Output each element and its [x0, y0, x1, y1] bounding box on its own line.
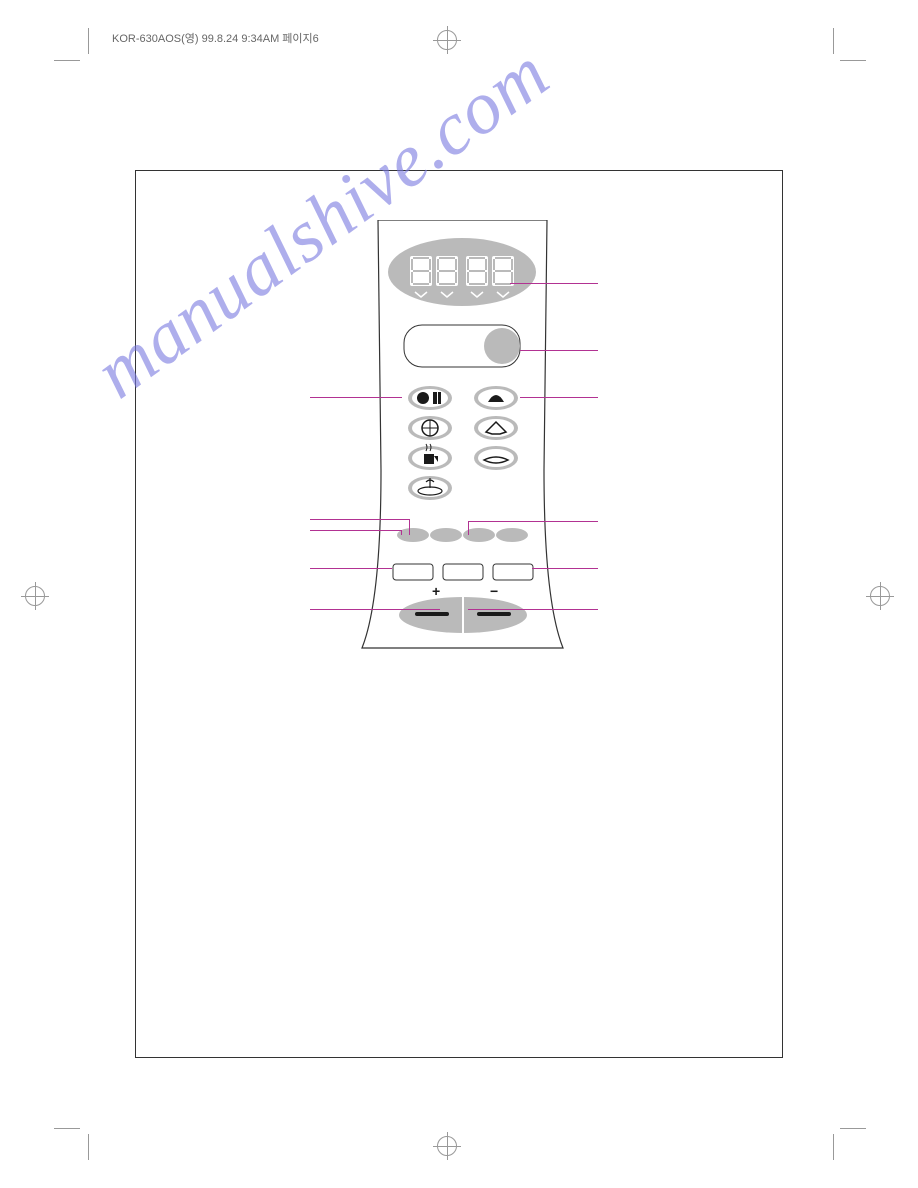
callout-line: [510, 283, 598, 284]
control-panel-diagram: + −: [360, 220, 565, 650]
power-level-buttons: [397, 528, 528, 542]
minus-label: −: [490, 583, 498, 599]
crop-mark: [833, 1134, 834, 1160]
crop-mark: [54, 1128, 80, 1129]
page-header-text: KOR-630AOS(영) 99.8.24 9:34AM 페이지6: [112, 30, 319, 46]
callout-line: [310, 530, 402, 531]
callout-line: [310, 519, 410, 520]
callout-line: [409, 519, 410, 535]
callout-line: [310, 609, 440, 610]
crop-mark: [88, 28, 89, 54]
preset-buttons: [408, 386, 518, 500]
panel-svg: + −: [360, 220, 565, 650]
callout-line: [401, 530, 402, 535]
callout-line: [468, 521, 598, 522]
callout-line: [468, 521, 469, 535]
function-buttons: [393, 564, 533, 580]
dial-icon: [484, 328, 520, 364]
callout-line: [310, 568, 392, 569]
crop-mark: [833, 28, 834, 54]
crop-mark: [840, 60, 866, 61]
registration-mark: [447, 1132, 448, 1160]
callout-line: [310, 397, 402, 398]
crop-mark: [54, 60, 80, 61]
callout-line: [520, 350, 598, 351]
callout-line: [520, 397, 598, 398]
plate-icon: [417, 392, 429, 404]
registration-mark: [447, 26, 448, 54]
callout-line: [532, 568, 598, 569]
registration-mark: [880, 582, 881, 610]
callout-line: [468, 609, 598, 610]
crop-mark: [88, 1134, 89, 1160]
crop-mark: [840, 1128, 866, 1129]
plus-label: +: [432, 583, 440, 599]
registration-mark: [35, 582, 36, 610]
